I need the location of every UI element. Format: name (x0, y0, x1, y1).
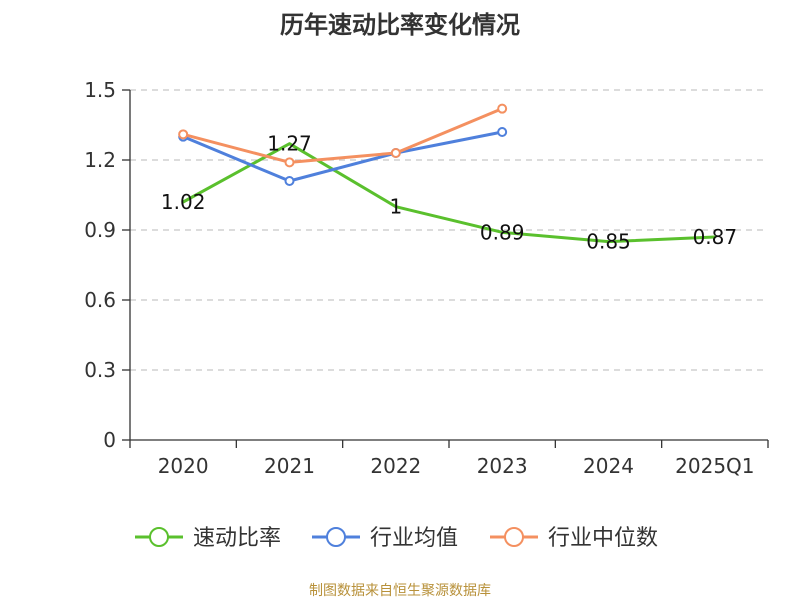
series-point-2 (497, 103, 508, 114)
grid-lines (130, 89, 768, 371)
data-label: 1.02 (161, 190, 206, 214)
series-layer (178, 103, 717, 244)
y-tick-label: 0.6 (84, 288, 116, 312)
y-tick-label: 1.5 (84, 78, 116, 102)
legend-item[interactable]: 行业均值 (312, 526, 458, 551)
legend-item[interactable]: 速动比率 (135, 526, 281, 551)
y-tick-label: 1.2 (84, 148, 116, 172)
x-tick-label: 2024 (583, 454, 634, 478)
y-tick-label: 0 (103, 428, 116, 452)
series-point-2 (178, 129, 189, 140)
legend-marker-icon (504, 527, 524, 547)
series-line-2 (181, 107, 504, 164)
legend-label: 速动比率 (193, 526, 281, 551)
legend[interactable]: 速动比率 行业均值 行业中位数 (135, 526, 658, 551)
x-tick-label: 2022 (370, 454, 421, 478)
legend-marker-icon (149, 527, 169, 547)
series-point-1 (284, 176, 295, 186)
chart-title: 历年速动比率变化情况 (280, 11, 520, 39)
data-label: 0.89 (480, 220, 525, 244)
x-tick-label: 2020 (158, 454, 209, 478)
series-point-2 (284, 157, 295, 168)
y-tick-label: 0.9 (84, 218, 116, 242)
series-point-2 (390, 148, 401, 158)
data-label: 1.27 (267, 132, 312, 156)
legend-label: 行业中位数 (548, 526, 658, 551)
data-label: 0.87 (693, 225, 738, 249)
x-tick-label: 2023 (477, 454, 528, 478)
data-labels: 1.02 1.27 1 0.89 0.85 0.87 (161, 132, 737, 254)
series-line-1 (181, 130, 504, 183)
axes: 0 0.3 0.6 0.9 1.2 1.5 2020 2021 2022 2023 2024 2025… (84, 78, 769, 478)
legend-label: 行业均值 (370, 526, 458, 551)
series-point-1 (497, 127, 508, 137)
source-footer: 制图数据来自恒生聚源数据库 (309, 583, 491, 599)
x-tick-label: 2025Q1 (675, 454, 754, 478)
data-label: 0.85 (586, 230, 631, 254)
legend-marker-icon (326, 527, 346, 547)
series-line-0 (181, 142, 717, 244)
data-label: 1 (389, 195, 402, 219)
y-tick-label: 0.3 (84, 358, 116, 382)
x-tick-label: 2021 (264, 454, 315, 478)
legend-item[interactable]: 行业中位数 (490, 526, 658, 551)
